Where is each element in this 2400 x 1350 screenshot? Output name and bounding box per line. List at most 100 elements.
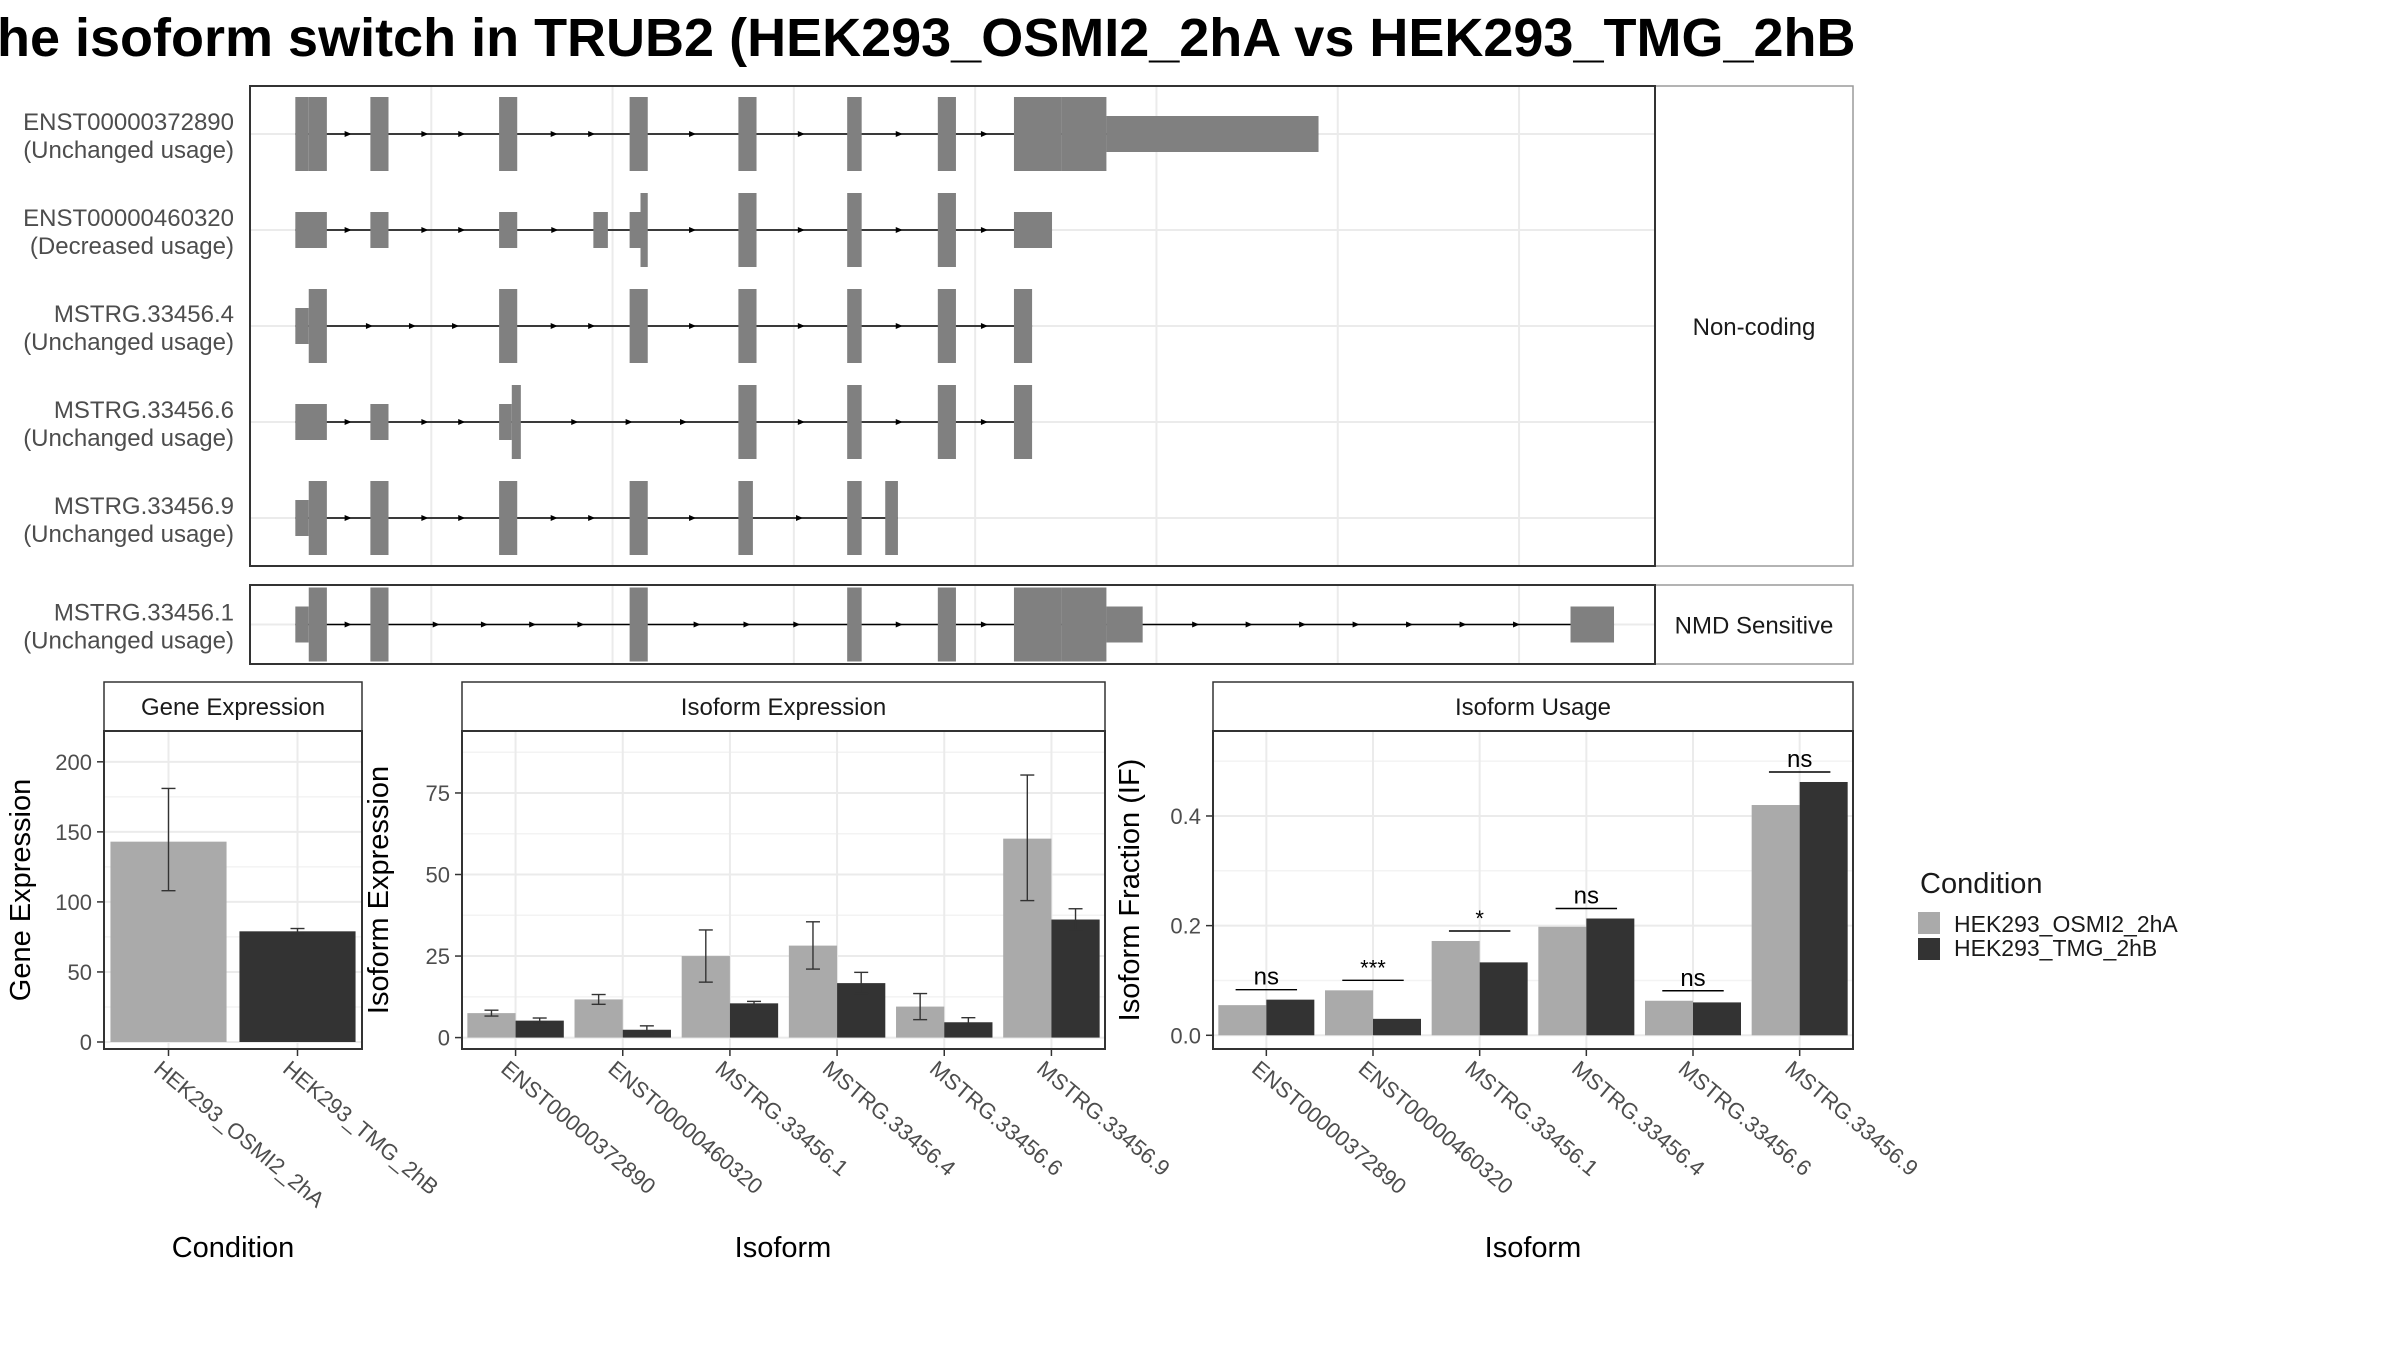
chart-strip	[461, 681, 1106, 732]
strand-arrow	[344, 621, 352, 628]
exon-block	[499, 212, 518, 248]
exon-block	[499, 404, 512, 440]
exon-block	[1013, 212, 1053, 248]
y-tick-label: 0.4	[1170, 804, 1201, 829]
transcript-id-label: ENST00000372890	[23, 109, 234, 136]
y-tick-label: 150	[55, 820, 92, 845]
strand-arrow	[1459, 621, 1467, 628]
exon-block	[308, 289, 327, 363]
y-tick-label: 50	[68, 960, 92, 985]
legend-label-cond2: HEK293_TMG_2hB	[1954, 935, 2157, 961]
bar	[1479, 962, 1528, 1036]
exon-block	[1106, 606, 1143, 643]
bar	[1051, 919, 1100, 1038]
exon-block	[937, 289, 956, 363]
strand-arrow	[797, 419, 805, 425]
transcript-usage-label: (Decreased usage)	[30, 233, 234, 260]
strand-arrow	[421, 515, 429, 521]
strand-arrow	[551, 227, 559, 233]
facet-strip-label: NMD Sensitive	[1675, 613, 1834, 640]
exon-block	[937, 97, 956, 171]
exon-block	[937, 385, 956, 459]
exon-block	[295, 500, 309, 536]
exon-block	[295, 97, 309, 171]
transcript-id-label: MSTRG.33456.1	[54, 600, 234, 627]
strand-arrow	[458, 227, 466, 233]
y-tick-label: 0	[80, 1030, 92, 1055]
bar	[1325, 990, 1373, 1036]
bar	[729, 1003, 779, 1038]
exon-block	[738, 481, 753, 555]
exon-block	[499, 289, 518, 363]
strand-arrow	[980, 419, 988, 425]
exon-block	[847, 481, 862, 555]
chart-panel	[462, 731, 1105, 1049]
bar	[944, 1022, 993, 1038]
y-axis-title: Isoform Expression	[363, 766, 395, 1014]
bar	[467, 1013, 516, 1038]
significance-label: *	[1475, 906, 1484, 931]
chart-strip-label: Gene Expression	[141, 694, 325, 721]
bar	[1538, 926, 1587, 1036]
exon-block	[295, 606, 309, 643]
transcript-usage-label: (Unchanged usage)	[23, 329, 234, 356]
strand-arrow	[689, 323, 697, 329]
exon-block	[295, 212, 327, 248]
exon-block	[308, 481, 327, 555]
strand-arrow	[793, 621, 801, 628]
bar	[1266, 999, 1315, 1036]
transcript-row: MSTRG.33456.1(Unchanged usage)	[23, 587, 1615, 662]
exon-block	[593, 212, 608, 248]
strand-arrow	[1192, 621, 1200, 628]
strand-arrow	[796, 515, 804, 521]
transcript-id-label: MSTRG.33456.9	[54, 493, 234, 520]
legend-title: Condition	[1920, 868, 2043, 900]
exon-block	[370, 97, 389, 171]
exon-block	[1013, 289, 1033, 363]
exon-block	[499, 97, 518, 171]
strand-arrow	[895, 621, 903, 628]
strand-arrow	[480, 621, 488, 628]
strand-arrow	[550, 131, 558, 137]
significance-label: ns	[1787, 746, 1812, 773]
bar	[239, 931, 356, 1042]
transcript-row: MSTRG.33456.6(Unchanged usage)	[23, 385, 1033, 459]
facet-border	[249, 85, 1656, 567]
y-axis-title: Isoform Fraction (IF)	[1114, 759, 1146, 1022]
strand-arrow	[344, 131, 352, 137]
exon-block	[295, 404, 327, 440]
strand-arrow	[895, 131, 903, 137]
strand-arrow	[571, 419, 579, 425]
strand-arrow	[1245, 621, 1253, 628]
chart-strip-label: Isoform Expression	[681, 694, 886, 721]
strand-arrow	[588, 515, 596, 521]
strand-arrow	[452, 323, 460, 329]
strand-arrow	[421, 227, 429, 233]
exon-block	[738, 385, 757, 459]
chart-strip-label: Isoform Usage	[1455, 694, 1611, 721]
strand-arrow	[458, 515, 466, 521]
bar	[1645, 1000, 1693, 1036]
strand-arrow	[625, 419, 633, 425]
strand-arrow	[408, 323, 416, 329]
legend-label-cond1: HEK293_OSMI2_2hA	[1954, 911, 2178, 937]
exon-block	[1061, 97, 1107, 171]
bar	[1693, 1002, 1741, 1036]
strand-arrow	[550, 323, 558, 329]
exon-block	[885, 481, 898, 555]
bar	[515, 1020, 564, 1038]
exon-block	[370, 212, 389, 248]
transcript-facet: NMD Sensitive MSTRG.33456.1(Unchanged usa…	[23, 584, 1854, 665]
exon-block	[847, 587, 862, 662]
transcript-row: MSTRG.33456.9(Unchanged usage)	[23, 481, 898, 555]
strand-arrow	[421, 419, 429, 425]
y-axis-title: Gene Expression	[5, 779, 37, 1001]
transcript-usage-label: (Unchanged usage)	[23, 521, 234, 548]
y-tick-label: 0	[438, 1026, 450, 1051]
bar	[1799, 781, 1848, 1036]
exon-block	[937, 587, 956, 662]
exon-block	[511, 385, 521, 459]
x-axis-title: Isoform	[735, 1232, 832, 1264]
y-tick-label: 0.2	[1170, 914, 1201, 939]
strand-arrow	[895, 323, 903, 329]
